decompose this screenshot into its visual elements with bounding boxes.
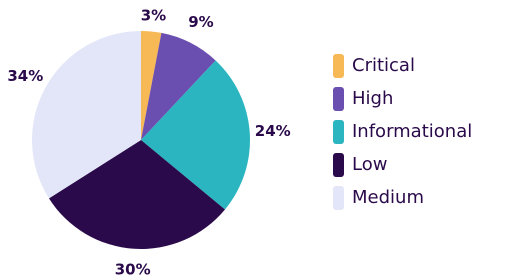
- pie-slice: [141, 60, 251, 210]
- value-label: 24%: [255, 122, 291, 140]
- pie-slice: [48, 140, 225, 249]
- pie-slice: [141, 32, 216, 140]
- value-label: 34%: [7, 67, 43, 85]
- pie-slice: [141, 31, 162, 140]
- pie-slice: [31, 30, 141, 199]
- legend-swatch: [333, 87, 344, 111]
- legend-label: Low: [352, 154, 387, 175]
- value-label: 30%: [115, 261, 151, 279]
- value-label: 9%: [188, 13, 213, 31]
- legend-label: High: [352, 88, 393, 109]
- legend-swatch: [333, 153, 344, 177]
- legend-swatch: [333, 186, 344, 210]
- legend-swatch: [333, 54, 344, 78]
- legend-swatch: [333, 120, 344, 144]
- value-label: 3%: [141, 7, 166, 25]
- legend-label: Critical: [352, 55, 415, 76]
- legend-label: Medium: [352, 187, 424, 208]
- legend-label: Informational: [352, 121, 472, 142]
